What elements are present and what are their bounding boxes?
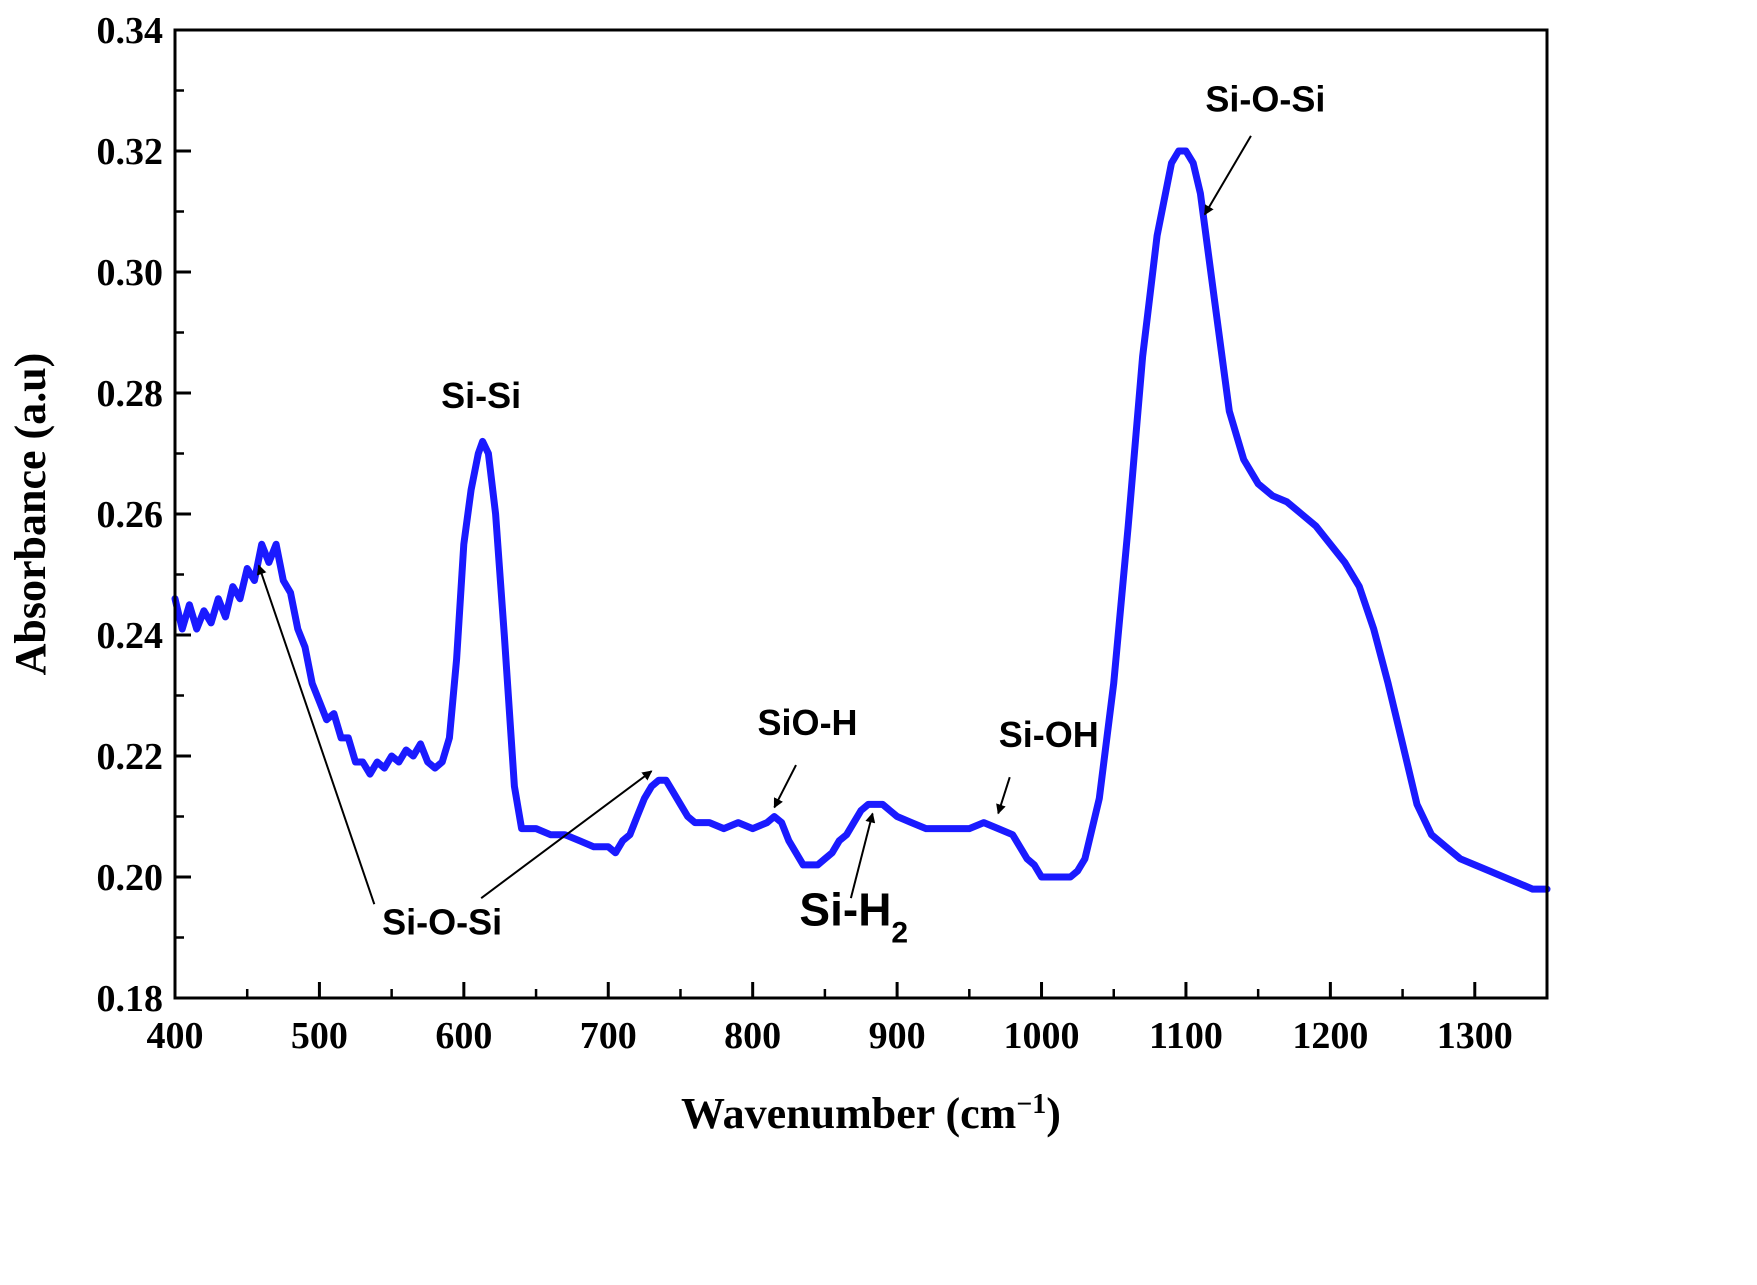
annotation-arrow bbox=[996, 776, 1011, 815]
series-line bbox=[171, 147, 1551, 893]
annotation-label: SiO-H bbox=[758, 702, 858, 743]
y-tick-label: 0.28 bbox=[97, 373, 164, 415]
y-tick-label: 0.30 bbox=[97, 252, 164, 294]
x-axis-title-end: ) bbox=[1046, 1089, 1061, 1138]
y-tick-label: 0.18 bbox=[97, 978, 164, 1020]
annotation-arrow bbox=[256, 564, 376, 905]
annotation-arrow bbox=[773, 764, 797, 809]
x-tick-label: 1100 bbox=[1149, 1015, 1223, 1057]
x-tick-label: 500 bbox=[291, 1015, 348, 1057]
annotation-label: Si-O-Si bbox=[382, 901, 502, 942]
x-tick-label: 700 bbox=[580, 1015, 637, 1057]
x-axis-title-sup: −1 bbox=[1016, 1089, 1046, 1120]
y-tick-label: 0.26 bbox=[97, 494, 164, 536]
x-tick-label: 1200 bbox=[1292, 1015, 1368, 1057]
y-tick-label: 0.24 bbox=[97, 615, 164, 657]
x-tick-label: 1000 bbox=[1004, 1015, 1080, 1057]
annotation-arrow bbox=[1203, 135, 1252, 216]
x-tick-label: 1300 bbox=[1437, 1015, 1513, 1057]
x-axis-title-main: Wavenumber (cm bbox=[681, 1089, 1016, 1138]
y-tick-label: 0.34 bbox=[97, 10, 164, 52]
y-tick-label: 0.32 bbox=[97, 131, 164, 173]
annotation-label: Si-H2 bbox=[799, 883, 908, 949]
annotation-label: Si-OH bbox=[999, 714, 1099, 755]
annotation-label: Si-Si bbox=[441, 375, 521, 416]
annotation-arrow bbox=[480, 770, 653, 899]
annotation-arrow bbox=[849, 812, 876, 899]
y-tick-label: 0.20 bbox=[97, 857, 164, 899]
x-tick-label: 800 bbox=[724, 1015, 781, 1057]
annotation-label: Si-O-Si bbox=[1205, 79, 1325, 120]
x-tick-label: 400 bbox=[147, 1015, 204, 1057]
plot-frame bbox=[173, 28, 1549, 1000]
y-tick-label: 0.22 bbox=[97, 736, 164, 778]
x-tick-label: 600 bbox=[435, 1015, 492, 1057]
x-tick-label: 900 bbox=[869, 1015, 926, 1057]
y-axis-title: Absorbance (a.u) bbox=[6, 353, 55, 676]
x-axis-title: Wavenumber (cm−1) bbox=[681, 1089, 1061, 1139]
